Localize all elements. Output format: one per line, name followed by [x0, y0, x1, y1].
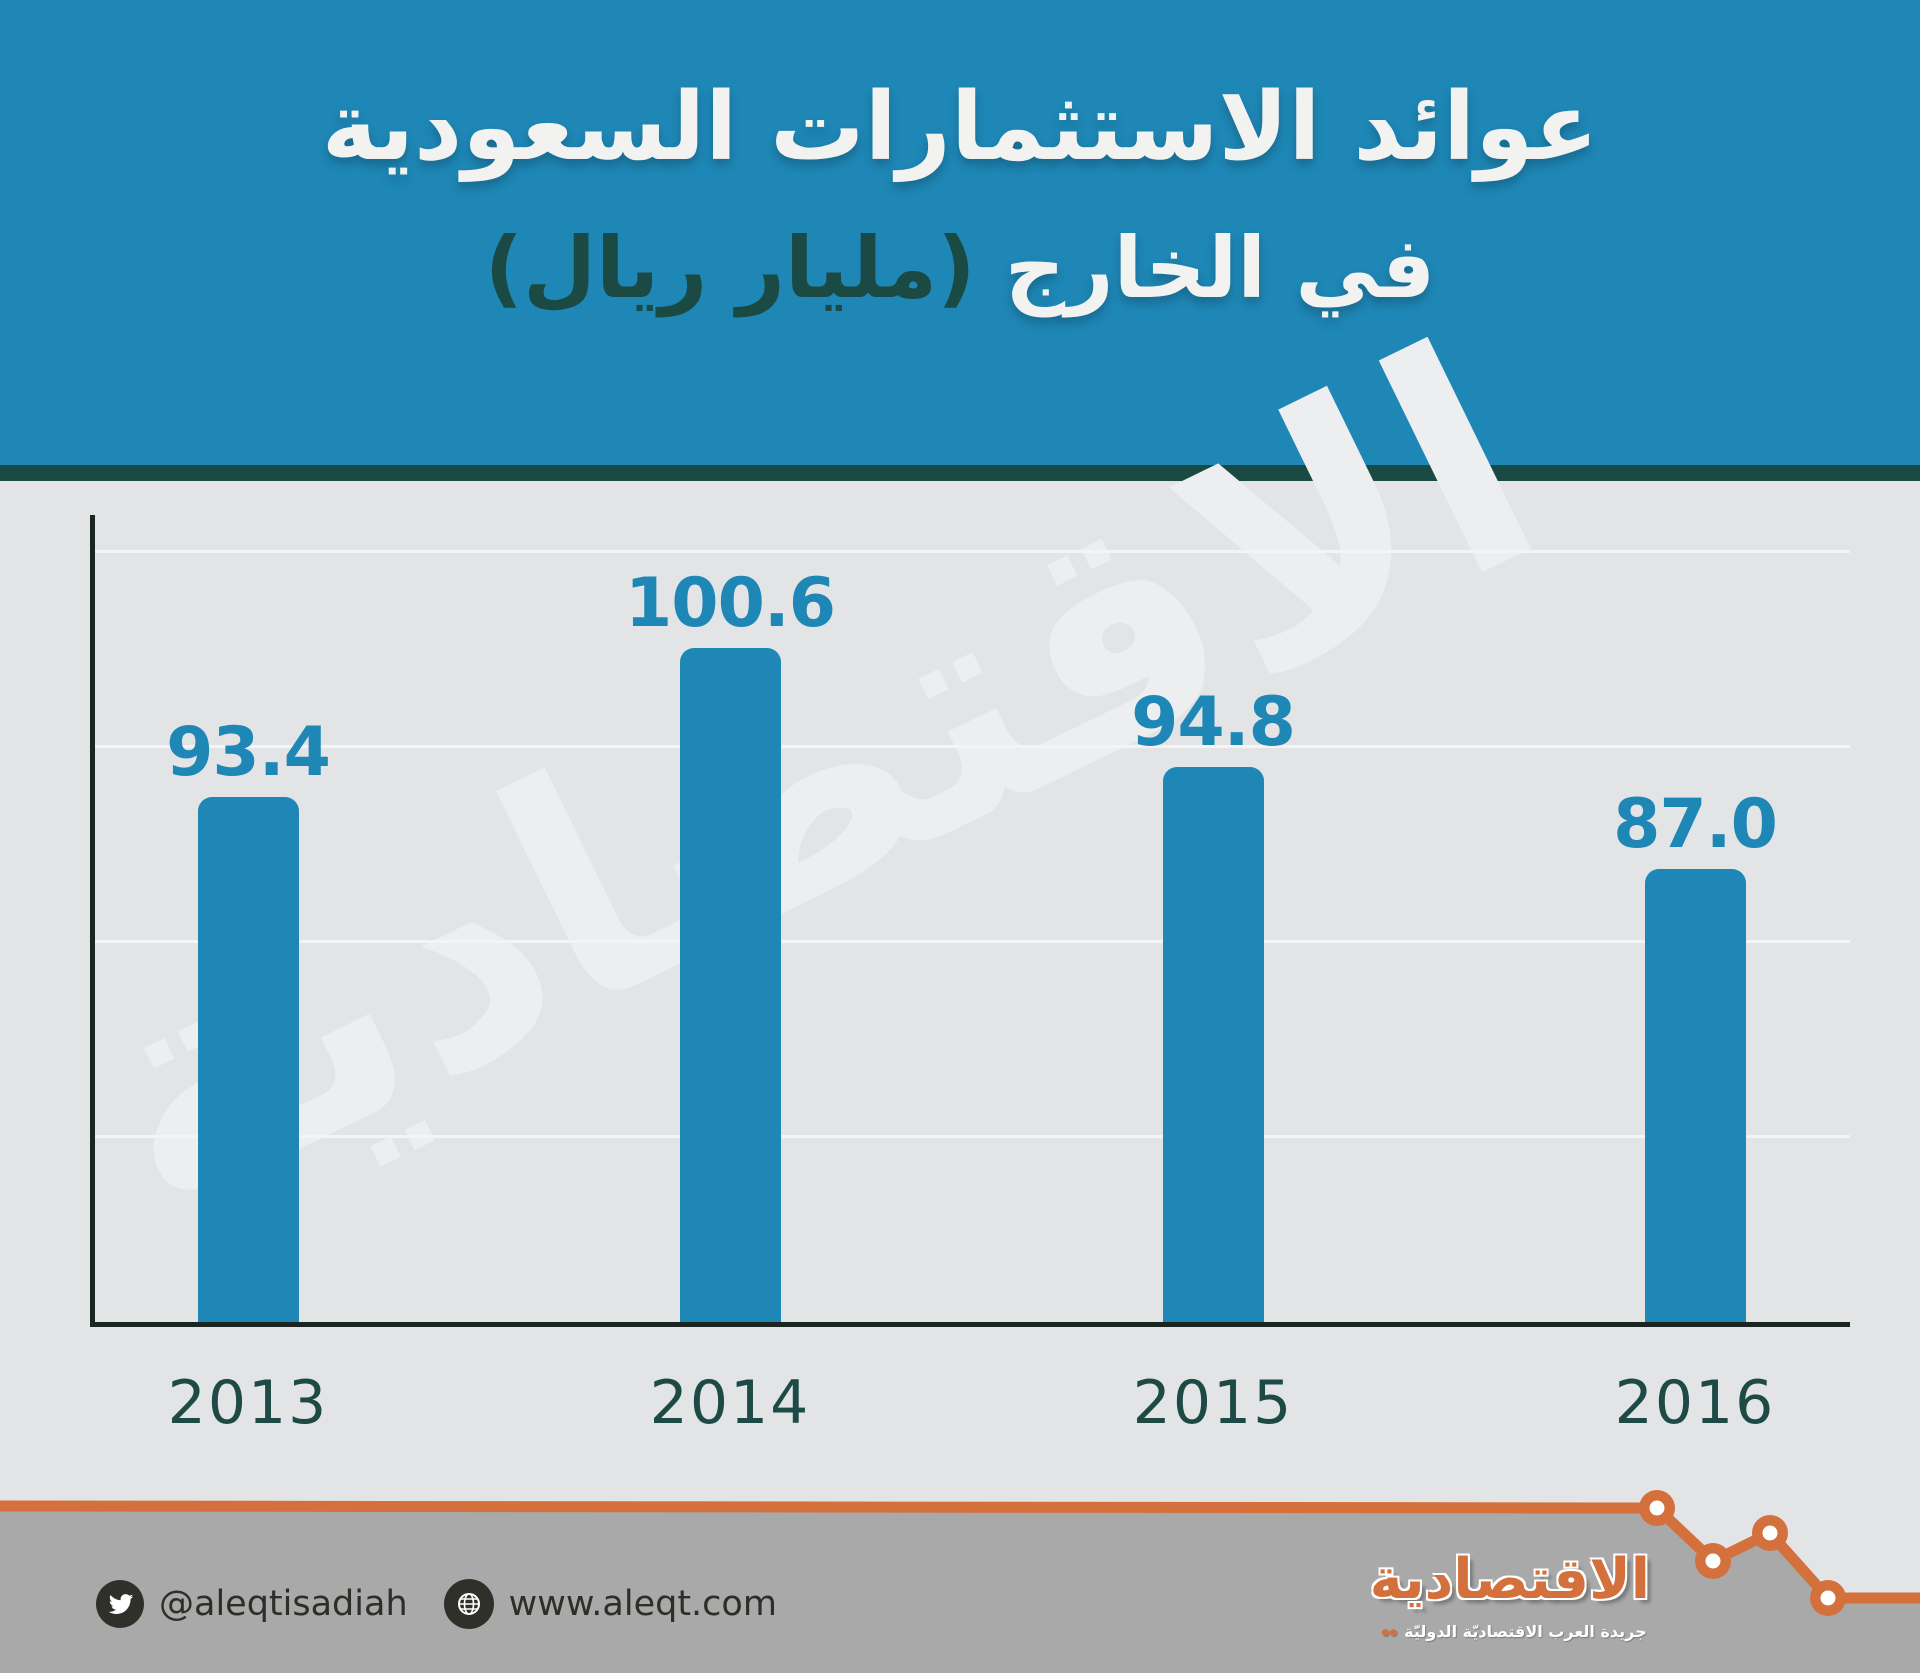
- twitter-icon: [96, 1580, 144, 1628]
- gridline-3: [95, 940, 1850, 943]
- social-row: @aleqtisadiah www.aleqt.com: [96, 1576, 777, 1632]
- y-axis: [90, 515, 95, 1327]
- value-label-2013: 93.4: [166, 713, 331, 792]
- twitter-bird-icon: [108, 1593, 133, 1614]
- header: عوائد الاستثمارات السعودية في الخارج (مل…: [0, 0, 1920, 465]
- bar-chart: الاقتصادية 93.4 2013 100.6 2014 94.8 2015 87.0…: [0, 279, 1920, 1505]
- subtitle-text: في الخارج: [975, 219, 1436, 317]
- website-url: www.aleqt.com: [508, 1584, 777, 1624]
- value-label-2015: 94.8: [1131, 683, 1296, 762]
- bar-2014: [679, 648, 781, 1325]
- bar-2015: [1162, 767, 1264, 1325]
- page-title: عوائد الاستثمارات السعودية: [321, 73, 1599, 182]
- bar-2016: [1644, 869, 1746, 1325]
- trend-line-nodes: [1639, 1490, 1846, 1616]
- year-label-2015: 2015: [1132, 1368, 1294, 1438]
- header-divider: [0, 465, 1920, 481]
- page-subtitle: في الخارج (مليار ريال): [0, 218, 1920, 319]
- twitter-handle: @aleqtisadiah: [159, 1584, 408, 1624]
- gridline-2: [95, 745, 1850, 748]
- gridline-4: [95, 1135, 1850, 1138]
- gridline-1: [95, 550, 1850, 553]
- x-axis: [90, 1322, 1850, 1327]
- year-label-2013: 2013: [167, 1368, 329, 1438]
- year-label-2014: 2014: [649, 1368, 811, 1438]
- value-label-2016: 87.0: [1613, 785, 1778, 864]
- globe-glyph-icon: [457, 1593, 480, 1615]
- year-label-2016: 2016: [1614, 1368, 1776, 1438]
- bar-2013: [197, 797, 299, 1325]
- brand-logo: الاقتصادية: [1369, 1547, 1650, 1612]
- globe-icon: [443, 1579, 494, 1629]
- subtitle-unit: (مليار ريال): [484, 219, 976, 317]
- brand-tagline: جريدة العرب الاقتصاديّة الدوليّة: [1370, 1622, 1658, 1641]
- value-label-2014: 100.6: [624, 564, 836, 643]
